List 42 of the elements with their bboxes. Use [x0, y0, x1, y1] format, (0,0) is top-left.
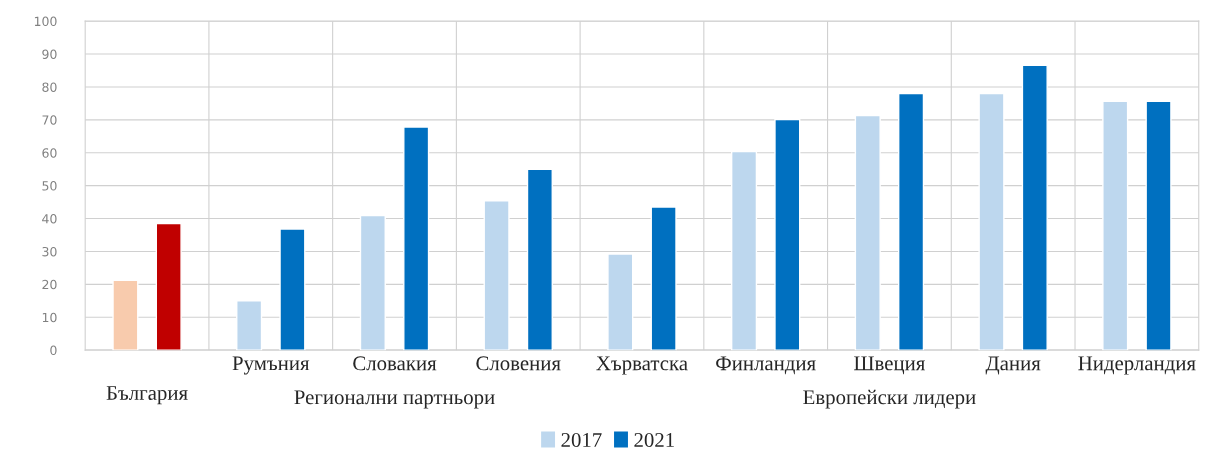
bar: [978, 92, 1005, 351]
y-tick-label: 10: [42, 312, 57, 323]
bar: [774, 118, 801, 351]
bar: [1145, 100, 1172, 351]
x-tick-label: България: [106, 386, 188, 405]
bar: [526, 168, 553, 351]
x-tick-label: Нидерландия: [1078, 356, 1196, 375]
x-tick-label: Швеция: [854, 356, 925, 375]
bar: [279, 228, 306, 351]
bar: [359, 214, 386, 351]
y-tick-label: 40: [42, 214, 57, 224]
bar: [1102, 100, 1129, 351]
bar: [607, 253, 634, 351]
bar: [403, 126, 430, 351]
bar: [112, 279, 139, 351]
x-tick-label: Финландия: [716, 356, 816, 375]
x-tick-label: Словения: [476, 356, 561, 371]
y-tick-label: 20: [42, 279, 57, 290]
y-tick-label: 50: [42, 181, 57, 191]
legend-label: 2017: [561, 432, 602, 448]
y-tick-label: 0: [50, 345, 57, 356]
bar: [730, 150, 758, 351]
text: Регионални партньори: [294, 390, 495, 409]
bar: [1021, 64, 1048, 351]
x-tick-label: Хърватска: [596, 356, 688, 375]
x-tick-label: Румъния: [232, 356, 310, 375]
bar: [155, 222, 182, 351]
bar: [898, 92, 925, 351]
bar: [650, 206, 677, 351]
bar: [483, 200, 510, 351]
y-tick-label: 90: [42, 49, 57, 59]
text: Европейски лидери: [803, 389, 976, 409]
bar: [854, 114, 881, 351]
y-tick-label: 30: [42, 246, 57, 257]
y-tick-label: 60: [42, 148, 57, 158]
y-tick-label: 80: [42, 82, 57, 92]
y-tick-label: 70: [42, 115, 57, 125]
y-tick-label: 100: [34, 16, 57, 27]
legend-label: 2021: [634, 432, 674, 448]
x-tick-label: Словакия: [353, 356, 437, 371]
bar: [236, 300, 263, 351]
x-tick-label: Дания: [985, 356, 1041, 375]
